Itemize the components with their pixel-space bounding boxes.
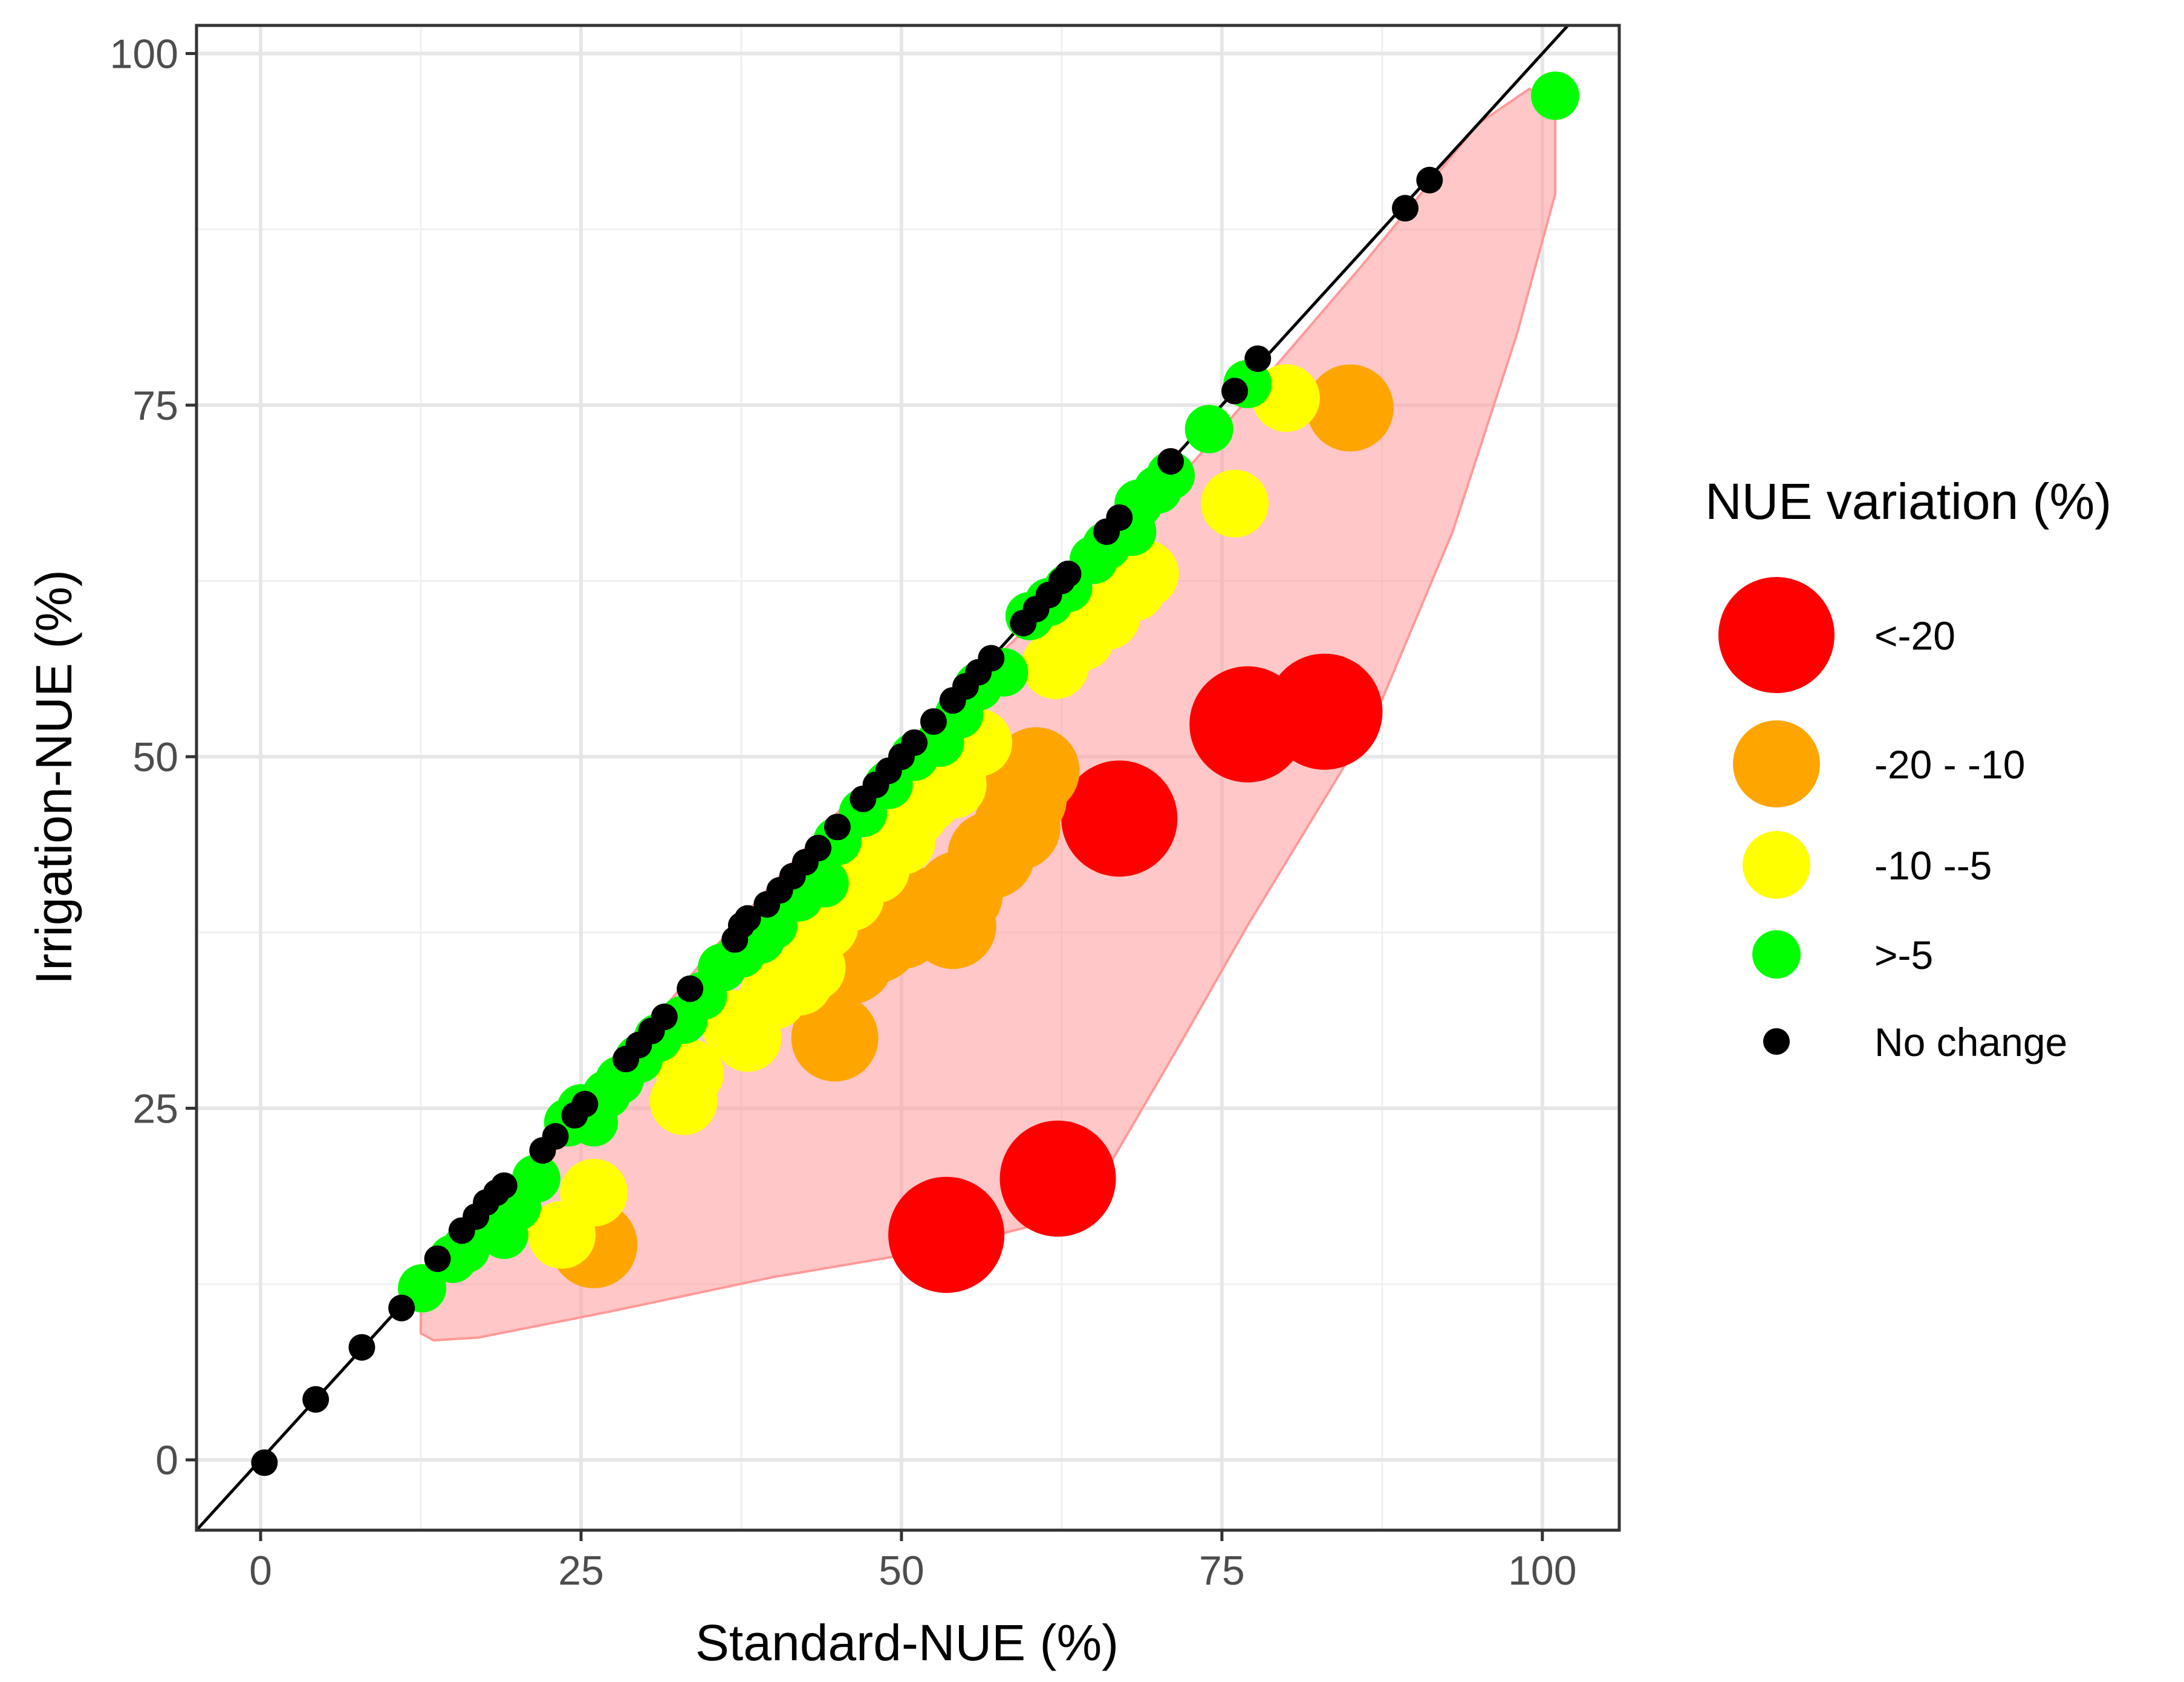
panel-border-rect	[195, 24, 1621, 1532]
x-axis: 0 25 50 75 100	[249, 1530, 1577, 1594]
data-point	[571, 1090, 599, 1118]
legend-key	[1743, 831, 1810, 899]
data-points	[251, 71, 1580, 1476]
data-point	[791, 994, 879, 1082]
data-point	[805, 835, 832, 862]
data-point	[1111, 539, 1179, 608]
legend-entry-gt-5: >-5	[1752, 930, 1933, 979]
series-lt-20	[888, 653, 1383, 1293]
data-point	[1157, 448, 1185, 475]
legend-title: NUE variation (%)	[1705, 473, 2111, 530]
data-point	[1391, 195, 1419, 222]
data-point	[302, 1386, 330, 1413]
data-point	[542, 1123, 569, 1150]
data-point	[1106, 504, 1133, 531]
data-point	[1416, 166, 1443, 194]
data-point	[920, 708, 947, 735]
legend-label: -20 - -10	[1874, 742, 2025, 787]
y-tick-label: 100	[110, 31, 178, 77]
data-point	[734, 905, 761, 932]
data-point	[560, 1158, 628, 1227]
data-point	[251, 1449, 278, 1476]
legend-entries: <-20 -20 - -10 -10 --5 >-5 No change	[1718, 577, 2067, 1064]
data-point	[512, 1154, 561, 1203]
data-point	[1221, 377, 1249, 405]
data-point	[1201, 469, 1269, 538]
data-point	[651, 1003, 678, 1031]
y-tick-label: 75	[132, 383, 178, 429]
data-point	[1185, 405, 1233, 454]
data-point	[978, 645, 1005, 672]
legend: NUE variation (%) <-20 -20 - -10 -10 --5 >-…	[1705, 473, 2111, 1064]
data-point	[1061, 760, 1178, 877]
y-axis-title: Irrigation-NUE (%)	[25, 570, 82, 985]
data-point	[901, 729, 928, 756]
panel-border	[195, 24, 1621, 1532]
data-point	[677, 975, 704, 1002]
data-point	[490, 1172, 518, 1199]
legend-label: <-20	[1874, 613, 1955, 658]
legend-key	[1718, 577, 1835, 693]
data-point	[992, 727, 1080, 815]
data-point	[888, 1176, 1005, 1293]
legend-key	[1763, 1028, 1790, 1055]
data-point	[1266, 653, 1383, 770]
data-point	[348, 1334, 375, 1361]
legend-key	[1752, 930, 1801, 979]
x-tick-label: 25	[558, 1548, 604, 1594]
y-axis: 0 25 50 75 100	[110, 31, 197, 1484]
legend-label: >-5	[1874, 933, 1933, 977]
series-no-change	[251, 166, 1443, 1476]
data-point	[1531, 71, 1580, 120]
data-point	[999, 1120, 1116, 1237]
x-tick-label: 50	[879, 1548, 925, 1594]
data-point	[388, 1294, 415, 1322]
legend-entry-20-10: -20 - -10	[1733, 720, 2025, 807]
legend-key	[1733, 720, 1820, 807]
data-point	[1306, 364, 1394, 452]
data-point	[424, 1245, 451, 1273]
legend-entry-10-5: -10 --5	[1743, 831, 1992, 899]
data-point	[1244, 345, 1272, 373]
data-point	[824, 813, 851, 841]
x-tick-label: 75	[1199, 1548, 1245, 1594]
y-tick-label: 0	[155, 1438, 178, 1484]
data-point	[1055, 560, 1082, 587]
x-tick-label: 0	[249, 1548, 272, 1594]
legend-label: No change	[1874, 1020, 2067, 1064]
y-tick-label: 25	[132, 1086, 178, 1132]
x-tick-label: 100	[1508, 1548, 1576, 1594]
x-axis-title: Standard-NUE (%)	[695, 1614, 1119, 1671]
legend-label: -10 --5	[1874, 843, 1992, 888]
legend-entry-no-change: No change	[1763, 1020, 2067, 1064]
y-tick-label: 50	[132, 734, 178, 780]
legend-entry-lt-20: <-20	[1718, 577, 1955, 693]
